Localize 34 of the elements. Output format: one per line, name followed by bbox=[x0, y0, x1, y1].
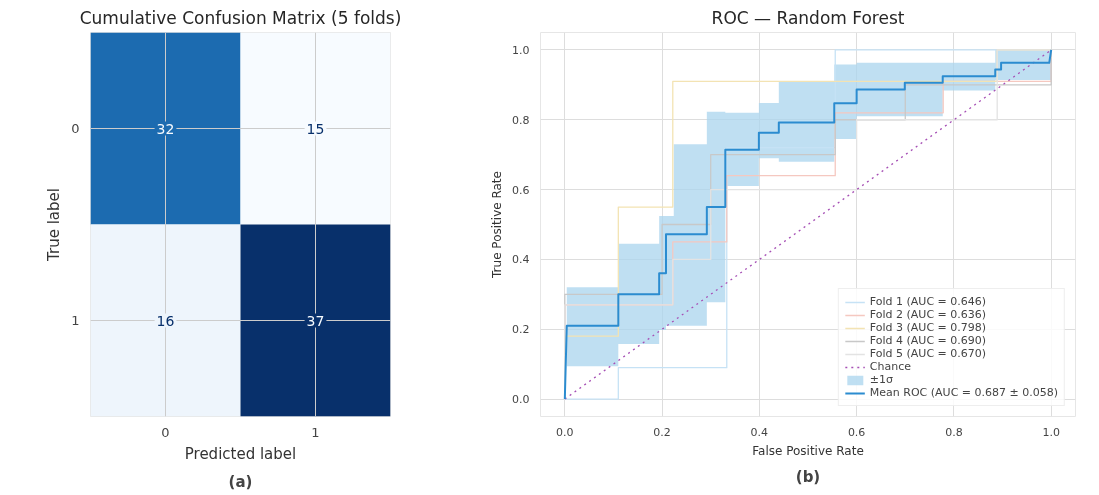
legend-label: ±1σ bbox=[869, 373, 893, 386]
y-axis-title: True Positive Rate bbox=[490, 171, 505, 279]
x-tick-label: 1 bbox=[311, 424, 320, 440]
data-label: 37 bbox=[306, 312, 325, 329]
x-tick-label: 0.4 bbox=[750, 425, 769, 439]
y-tick-label: 0.0 bbox=[512, 393, 530, 407]
x-tick-label: 0 bbox=[161, 424, 170, 440]
legend-label: Fold 1 (AUC = 0.646) bbox=[869, 295, 987, 308]
chart-title: Cumulative Confusion Matrix (5 folds) bbox=[79, 7, 402, 28]
x-tick-label: 0.6 bbox=[847, 425, 866, 439]
y-tick-label: 0.6 bbox=[512, 183, 530, 197]
legend-label: Fold 2 (AUC = 0.636) bbox=[869, 308, 987, 321]
x-axis-title: Predicted label bbox=[184, 444, 297, 463]
legend-label: Fold 3 (AUC = 0.798) bbox=[869, 321, 987, 334]
y-tick-label: 1.0 bbox=[512, 43, 530, 57]
legend-label: Fold 5 (AUC = 0.670) bbox=[869, 347, 987, 360]
x-axis-title: False Positive Rate bbox=[752, 443, 864, 458]
data-label: 16 bbox=[156, 312, 175, 329]
x-tick-label: 1.0 bbox=[1042, 425, 1060, 439]
x-tick-label: 0.0 bbox=[556, 425, 574, 439]
data-label: 15 bbox=[306, 120, 325, 137]
y-axis-title: True label bbox=[45, 188, 64, 262]
text: (b) bbox=[795, 467, 821, 486]
legend-label: Fold 4 (AUC = 0.690) bbox=[869, 334, 987, 347]
legend-label: Mean ROC (AUC = 0.687 ± 0.058) bbox=[869, 386, 1058, 399]
legend-label: Chance bbox=[869, 360, 911, 373]
y-tick-label: 0.2 bbox=[512, 323, 530, 337]
x-tick-label: 0.2 bbox=[653, 425, 671, 439]
text: (a) bbox=[228, 472, 253, 491]
data-label: 32 bbox=[156, 120, 175, 137]
chart-title: ROC — Random Forest bbox=[711, 7, 905, 28]
x-tick-label: 0.8 bbox=[945, 425, 963, 439]
y-tick-label: 0.4 bbox=[512, 253, 530, 267]
y-tick-label: 0.8 bbox=[512, 113, 530, 127]
